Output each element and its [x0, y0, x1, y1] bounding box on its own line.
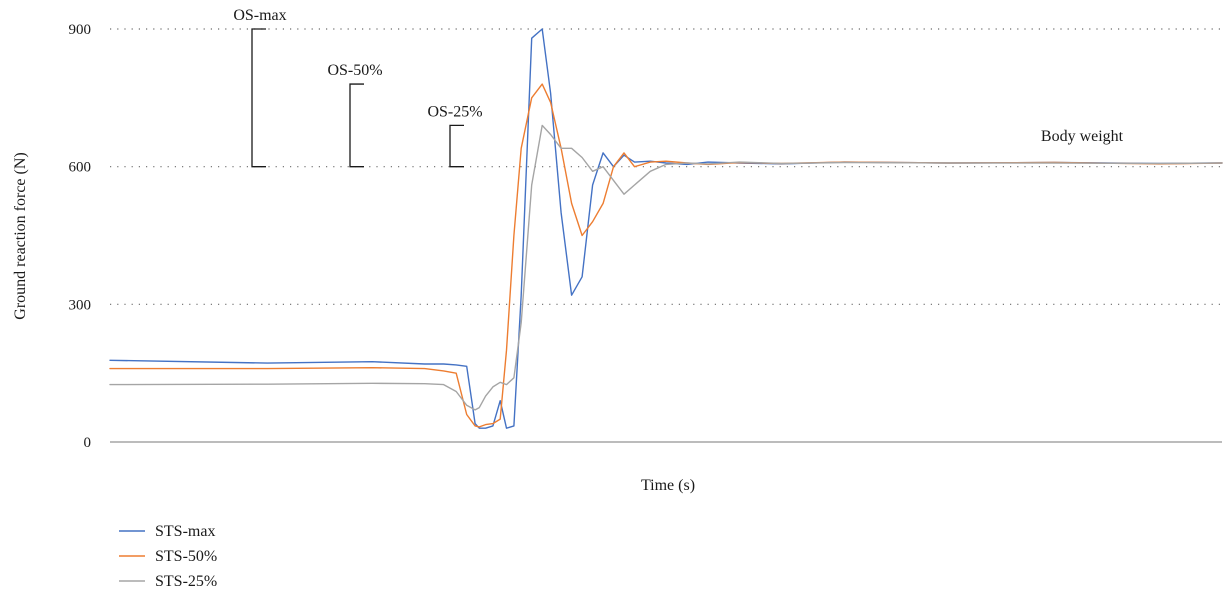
- annotations: OS-max OS-50% OS-25% Body weight: [233, 7, 1124, 168]
- y-tick-label: 900: [69, 22, 92, 38]
- series-line-sts-25pct: [109, 124, 1223, 411]
- legend: STS-max STS-50% STS-25%: [119, 523, 217, 590]
- bracket-label: OS-25%: [427, 103, 482, 120]
- legend-label: STS-max: [155, 523, 215, 540]
- bracket-label: OS-50%: [327, 62, 382, 79]
- body-weight-label: Body weight: [1041, 128, 1124, 145]
- gridlines: [110, 28, 1222, 305]
- y-axis-title: Ground reaction force (N): [12, 152, 29, 319]
- y-tick-labels: 0 300 600 900: [69, 22, 92, 451]
- legend-label: STS-25%: [155, 573, 217, 590]
- series-lines: [109, 28, 1223, 429]
- legend-label: STS-50%: [155, 548, 217, 565]
- bracket-os-max: [251, 28, 266, 168]
- y-tick-label: 300: [69, 297, 92, 313]
- y-tick-label: 600: [69, 160, 92, 176]
- bracket-label: OS-max: [233, 7, 286, 24]
- y-tick-label: 0: [84, 435, 92, 451]
- x-axis-title: Time (s): [641, 477, 695, 494]
- bracket-os-25pct: [449, 124, 464, 168]
- bracket-os-50pct: [349, 83, 364, 168]
